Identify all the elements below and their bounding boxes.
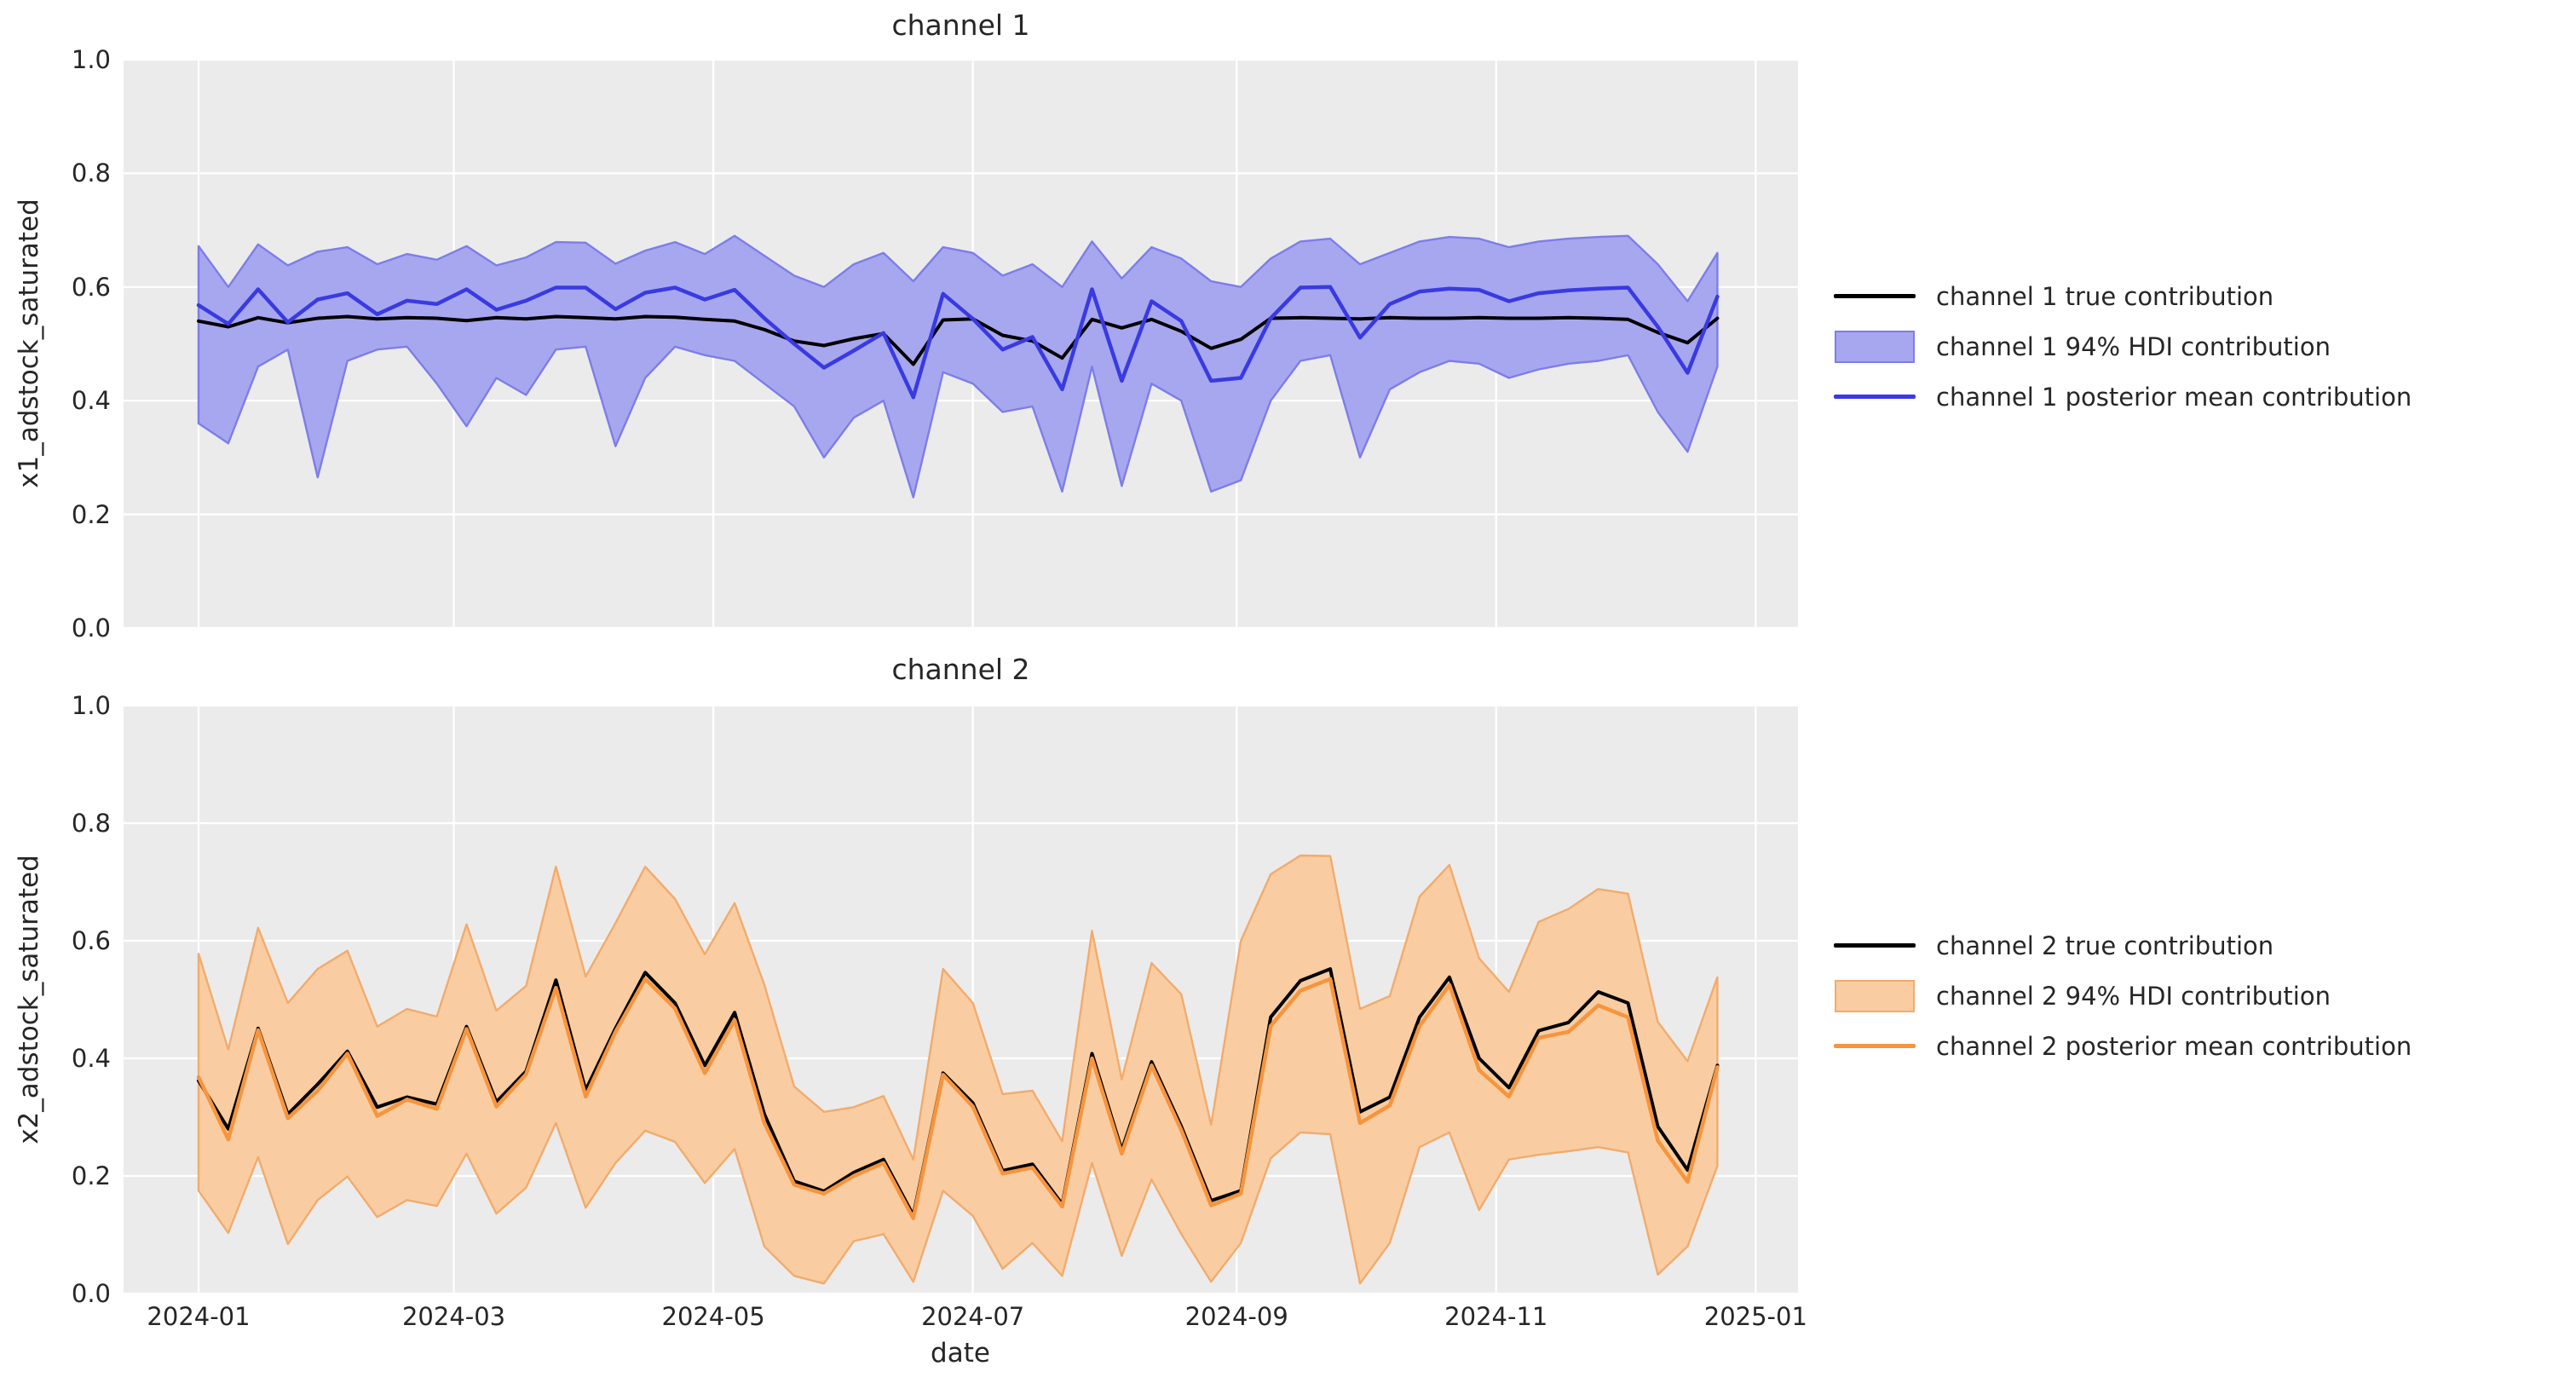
hdi-patch-swatch bbox=[1835, 979, 1915, 1012]
x-tick-label: 2024-01 bbox=[147, 1302, 251, 1331]
legend-line-icon bbox=[1832, 943, 1917, 948]
legend-label: channel 2 posterior mean contribution bbox=[1936, 1031, 2412, 1061]
line-swatch bbox=[1834, 395, 1916, 399]
panel2-title: channel 2 bbox=[891, 653, 1030, 686]
legend-line-icon bbox=[1832, 395, 1917, 399]
x-tick-label: 2024-09 bbox=[1184, 1302, 1288, 1331]
hdi-patch-swatch bbox=[1835, 330, 1915, 363]
x-tick-label: 2025-01 bbox=[1703, 1302, 1807, 1331]
legend-row: channel 1 true contribution bbox=[1832, 271, 2412, 321]
y-tick-label: 0.4 bbox=[71, 386, 111, 416]
y-tick-label: 1.0 bbox=[71, 691, 111, 720]
panel1-legend: channel 1 true contribution channel 1 94%… bbox=[1832, 271, 2412, 422]
x-tick-label: 2024-03 bbox=[401, 1302, 506, 1331]
legend-label: channel 1 true contribution bbox=[1936, 281, 2274, 311]
y-tick-label: 0.2 bbox=[71, 499, 111, 529]
hdi-band bbox=[197, 234, 1719, 498]
y-tick-label: 0.4 bbox=[71, 1044, 111, 1073]
y-tick-label: 0.0 bbox=[71, 1279, 111, 1308]
y-tick-label: 0.6 bbox=[71, 926, 111, 955]
y-tick-label: 0.6 bbox=[71, 272, 111, 302]
posterior-mean-line bbox=[196, 977, 1720, 1220]
line-swatch bbox=[1834, 1044, 1916, 1048]
posterior-mean-line bbox=[196, 285, 1720, 400]
panel1-chart bbox=[124, 60, 1798, 628]
line-swatch bbox=[1834, 294, 1916, 298]
true-contribution-line bbox=[197, 314, 1720, 366]
line-swatch bbox=[1834, 943, 1916, 948]
hdi-band bbox=[197, 854, 1719, 1285]
panel1-title: channel 1 bbox=[891, 9, 1030, 42]
legend-patch-icon bbox=[1832, 979, 1917, 1012]
legend-row: channel 2 posterior mean contribution bbox=[1832, 1021, 2412, 1071]
panel2-ylabel: x2_adstock_saturated bbox=[14, 855, 44, 1144]
legend-line-icon bbox=[1832, 1044, 1917, 1048]
y-tick-label: 0.8 bbox=[71, 809, 111, 838]
panel2-legend: channel 2 true contribution channel 2 94%… bbox=[1832, 920, 2412, 1071]
legend-label: channel 1 posterior mean contribution bbox=[1936, 382, 2412, 412]
legend-row: channel 1 94% HDI contribution bbox=[1832, 321, 2412, 372]
y-tick-label: 0.8 bbox=[71, 158, 111, 188]
legend-line-icon bbox=[1832, 294, 1917, 298]
x-tick-label: 2024-05 bbox=[661, 1302, 765, 1331]
legend-row: channel 2 94% HDI contribution bbox=[1832, 971, 2412, 1021]
legend-row: channel 1 posterior mean contribution bbox=[1832, 372, 2412, 422]
legend-label: channel 1 94% HDI contribution bbox=[1936, 331, 2331, 361]
legend-patch-icon bbox=[1832, 330, 1917, 363]
legend-label: channel 2 true contribution bbox=[1936, 931, 2274, 960]
y-tick-label: 1.0 bbox=[71, 45, 111, 74]
legend-label: channel 2 94% HDI contribution bbox=[1936, 981, 2331, 1011]
panel2-chart bbox=[124, 706, 1798, 1294]
legend-row: channel 2 true contribution bbox=[1832, 920, 2412, 971]
x-tick-label: 2024-07 bbox=[921, 1302, 1025, 1331]
panel1-ylabel: x1_adstock_saturated bbox=[14, 199, 44, 488]
x-tick-label: 2024-11 bbox=[1444, 1302, 1548, 1331]
x-axis-label: date bbox=[931, 1338, 990, 1369]
y-tick-label: 0.0 bbox=[71, 614, 111, 643]
y-tick-label: 0.2 bbox=[71, 1161, 111, 1190]
